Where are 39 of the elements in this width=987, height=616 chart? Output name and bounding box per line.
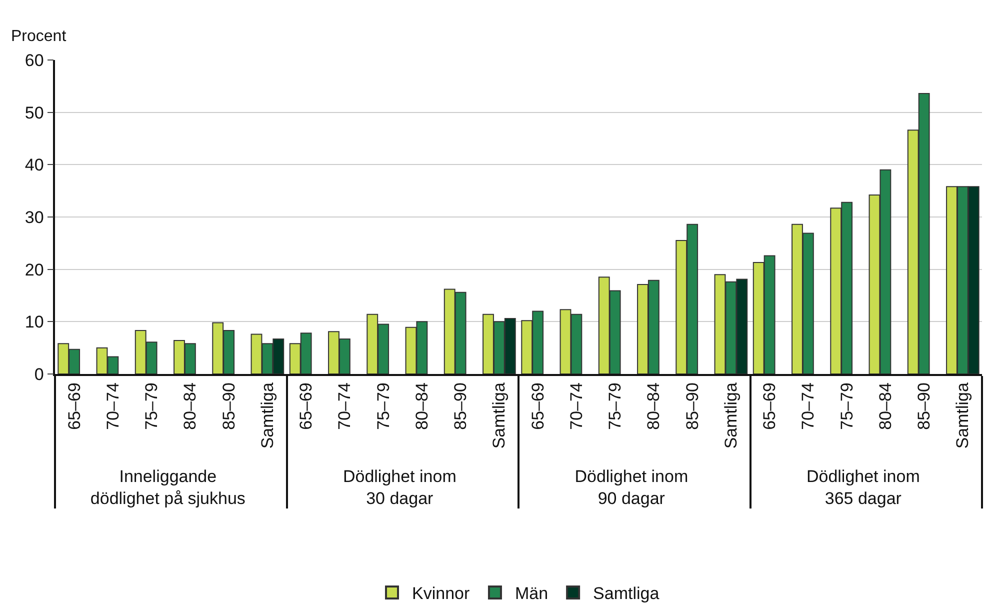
x-tick-label: 70–74	[103, 382, 122, 430]
x-tick-label: 80–84	[876, 382, 895, 430]
x-tick-label: 75–79	[606, 382, 625, 430]
x-tick-label: 70–74	[798, 382, 818, 430]
y-tick-label: 30	[24, 208, 44, 227]
x-tick-label: 80–84	[180, 382, 200, 430]
legend-label: Samtliga	[593, 584, 660, 604]
x-tick-label: 65–69	[760, 382, 780, 430]
text: Inneliggande dödlighet på sjukhus	[90, 466, 246, 508]
y-tick-label: 20	[24, 260, 44, 280]
x-tick-label: 70–74	[566, 382, 586, 430]
x-tick-label: 65–69	[528, 382, 548, 430]
x-tick-label: Samtliga	[490, 382, 509, 449]
text: Dödlighet inom 90 dagar	[574, 466, 688, 508]
x-tick-label: 65–69	[296, 382, 316, 430]
x-tick-label: Samtliga	[258, 382, 277, 449]
legend-label: Män	[514, 584, 548, 604]
x-tick-label: 75–79	[837, 382, 856, 430]
y-tick-label: 40	[24, 156, 44, 175]
x-tick-label: 65–69	[64, 382, 84, 430]
text: Dödlighet inom 30 dagar	[342, 466, 456, 508]
x-tick-label: 80–84	[412, 382, 432, 430]
x-tick-label: 85–90	[219, 382, 238, 430]
x-tick-label: 85–90	[914, 382, 934, 430]
x-tick-label: 70–74	[335, 382, 354, 430]
legend-label: Kvinnor	[412, 584, 470, 604]
y-tick-label: 0	[34, 364, 44, 384]
text: Dödlighet inom 365 dagar	[806, 466, 920, 508]
x-tick-label: Samtliga	[953, 382, 972, 449]
y-tick-label: 10	[24, 312, 44, 332]
y-axis-title: Procent	[11, 28, 67, 45]
x-tick-label: Samtliga	[721, 382, 740, 449]
x-tick-label: 75–79	[142, 382, 162, 430]
x-tick-label: 80–84	[644, 382, 664, 430]
y-tick-label: 50	[24, 103, 44, 122]
x-tick-label: 85–90	[682, 382, 702, 430]
y-tick-label: 60	[24, 50, 44, 70]
x-tick-label: 75–79	[374, 382, 393, 430]
x-tick-label: 85–90	[451, 382, 470, 430]
